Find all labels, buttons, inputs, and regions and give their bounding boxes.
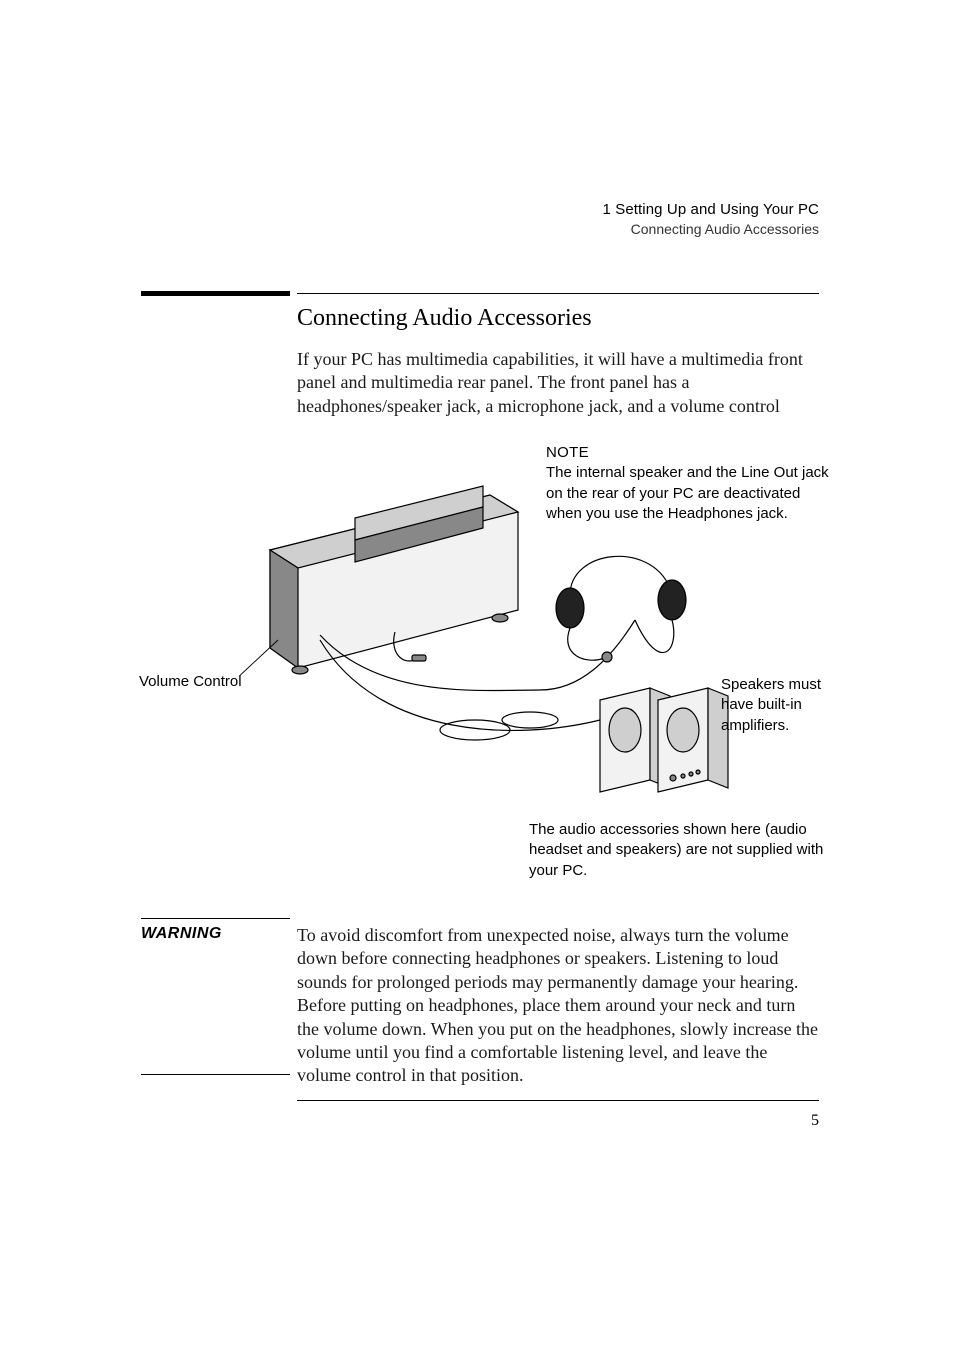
- running-header: 1 Setting Up and Using Your PC Connectin…: [603, 200, 819, 239]
- headset-icon: [556, 556, 686, 662]
- audio-diagram: [240, 440, 740, 820]
- running-header-chapter: 1 Setting Up and Using Your PC: [603, 200, 819, 220]
- footer-rule: [297, 1100, 819, 1101]
- pc-tower-icon: [270, 486, 655, 745]
- page-number: 5: [811, 1112, 819, 1130]
- section-title: Connecting Audio Accessories: [297, 305, 592, 332]
- label-speakers: Speakers must have built-in amplifiers.: [721, 675, 831, 736]
- running-header-section: Connecting Audio Accessories: [603, 220, 819, 239]
- speakers-icon: [600, 688, 728, 792]
- title-rule-thin: [297, 293, 819, 294]
- warning-rule-top: [141, 918, 290, 919]
- title-rule-thick: [141, 291, 290, 296]
- warning-body: To avoid discomfort from unexpected nois…: [297, 924, 819, 1088]
- page: 1 Setting Up and Using Your PC Connectin…: [0, 0, 954, 1351]
- warning-rule-bottom: [141, 1074, 290, 1075]
- label-volume-control: Volume Control: [139, 673, 242, 690]
- intro-paragraph: If your PC has multimedia capabilities, …: [297, 348, 809, 418]
- warning-label: WARNING: [141, 925, 222, 943]
- caption-accessories-not-supplied: The audio accessories shown here (audio …: [529, 820, 839, 881]
